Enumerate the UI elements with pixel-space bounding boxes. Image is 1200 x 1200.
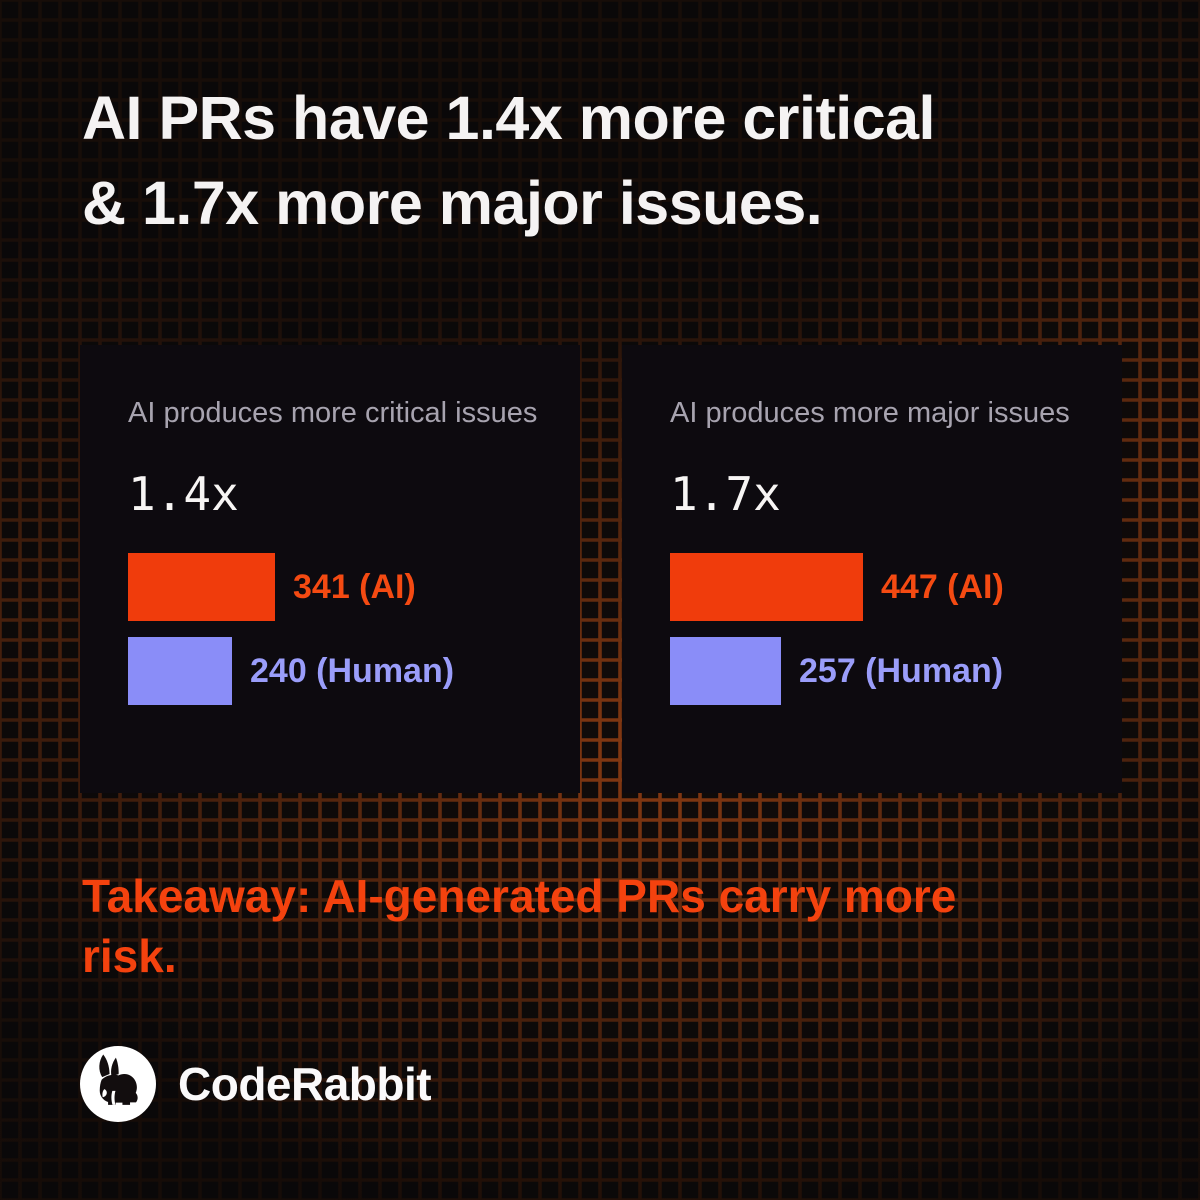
- takeaway-text: Takeaway: AI-generated PRs carry more ri…: [82, 866, 956, 986]
- page-title-line1: AI PRs have 1.4x more critical: [82, 84, 936, 152]
- bar-row: 447 (AI): [670, 553, 1074, 621]
- page-title-line2: & 1.7x more major issues.: [82, 169, 823, 237]
- bar-ai: [670, 553, 863, 621]
- page-title: AI PRs have 1.4x more critical & 1.7x mo…: [82, 76, 936, 246]
- bar-human: [128, 637, 232, 705]
- bar-row: 240 (Human): [128, 637, 532, 705]
- takeaway-line1: Takeaway: AI-generated PRs carry more: [82, 870, 957, 922]
- bar-value-label: 341 (AI): [293, 567, 416, 606]
- bar-ai: [128, 553, 275, 621]
- multiplier-value: 1.7x: [670, 467, 781, 521]
- coderabbit-logo-icon: [80, 1046, 156, 1122]
- card-critical-issues: AI produces more critical issues 1.4x 34…: [80, 345, 580, 793]
- card-label: AI produces more critical issues: [128, 397, 538, 429]
- card-label: AI produces more major issues: [670, 397, 1070, 429]
- bar-row: 257 (Human): [670, 637, 1074, 705]
- bar-row: 341 (AI): [128, 553, 532, 621]
- takeaway-line2: risk.: [82, 930, 177, 982]
- bar-value-label: 447 (AI): [881, 567, 1004, 606]
- bar-human: [670, 637, 781, 705]
- bar-value-label: 257 (Human): [799, 651, 1004, 690]
- bar-chart-major: 447 (AI) 257 (Human): [670, 553, 1074, 705]
- brand-wordmark: CodeRabbit: [178, 1058, 432, 1110]
- multiplier-value: 1.4x: [128, 467, 239, 521]
- bar-value-label: 240 (Human): [250, 651, 455, 690]
- brand-footer: CodeRabbit: [80, 1046, 432, 1122]
- card-major-issues: AI produces more major issues 1.7x 447 (…: [622, 345, 1122, 793]
- bar-chart-critical: 341 (AI) 240 (Human): [128, 553, 532, 705]
